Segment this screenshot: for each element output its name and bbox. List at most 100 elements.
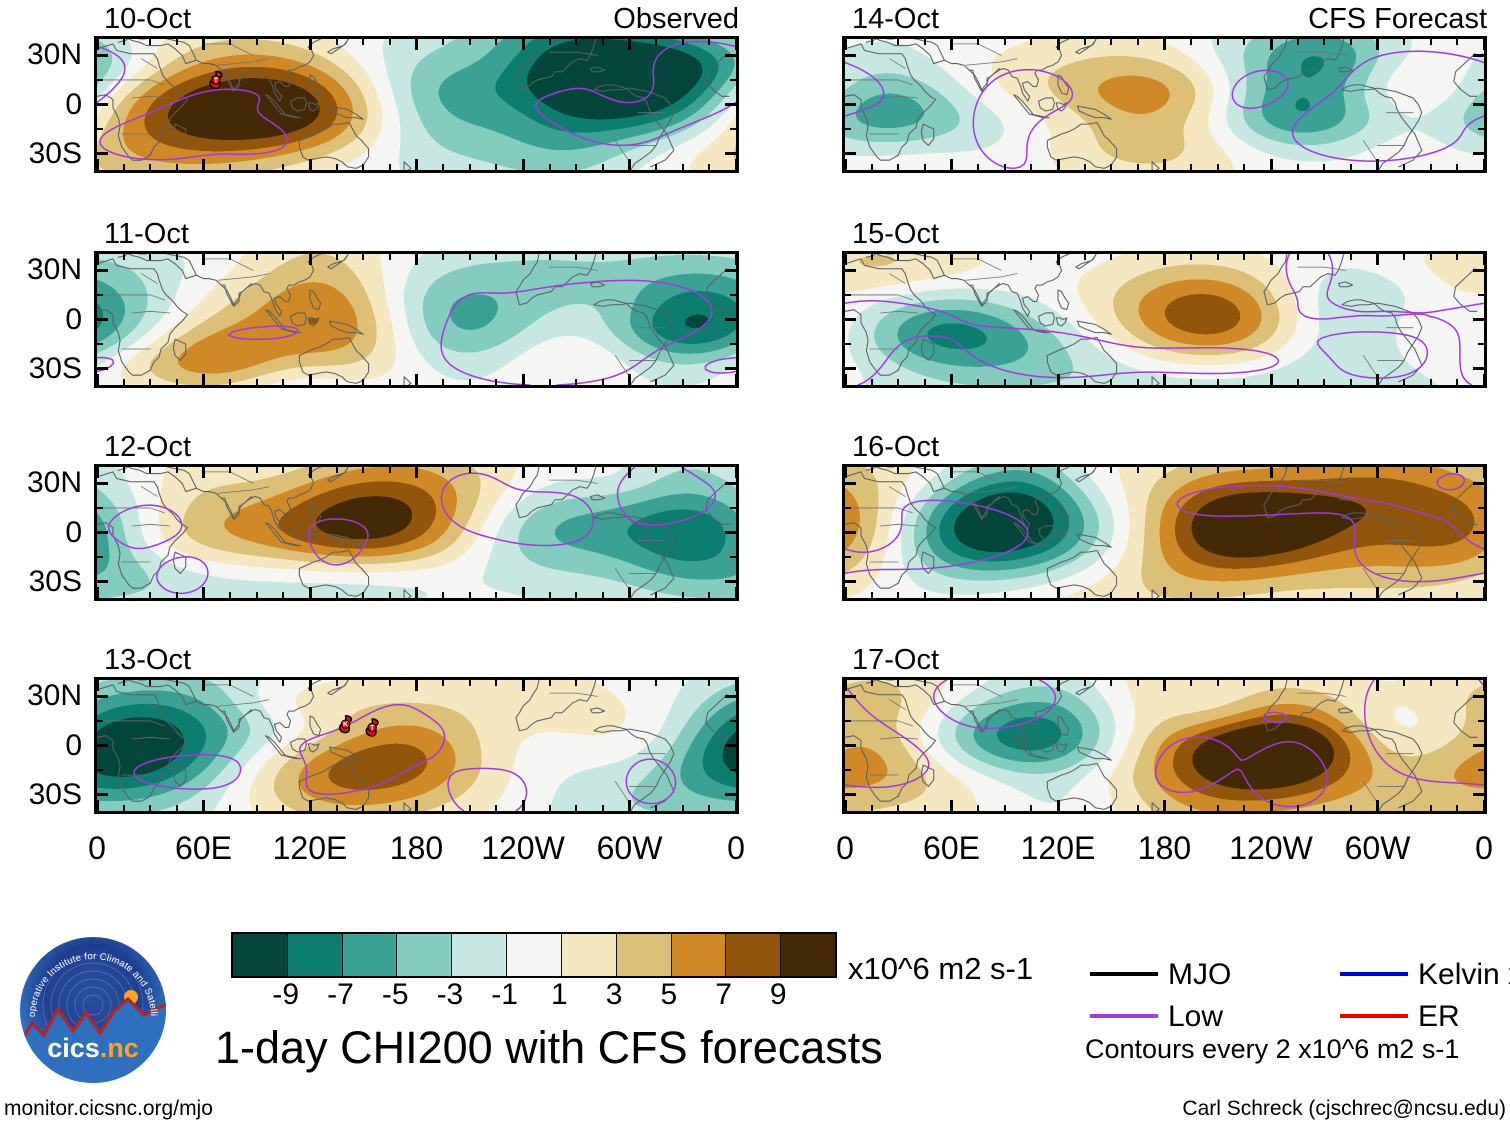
- axis-tick: [1376, 587, 1379, 598]
- axis-tick: [950, 587, 953, 598]
- axis-tick: [415, 254, 418, 265]
- axis-tick: [1083, 164, 1086, 170]
- axis-tick: [1163, 680, 1166, 691]
- axis-tick: [725, 367, 736, 371]
- figure-title: 1-day CHI200 with CFS forecasts: [215, 1022, 883, 1073]
- axis-tick: [335, 680, 338, 686]
- colorbar-tick-label: 9: [769, 978, 787, 1011]
- colorbar-tick-label: -7: [327, 978, 354, 1011]
- axis-tick: [1243, 164, 1246, 170]
- logo-graphic: Cooperative Institute for Climate and Sa…: [14, 927, 166, 1083]
- axis-tick: [229, 39, 232, 45]
- axis-tick: [1456, 680, 1459, 686]
- chi200-field: [845, 680, 1484, 811]
- axis-tick: [845, 719, 851, 722]
- axis-tick: [308, 680, 312, 691]
- axis-tick: [122, 39, 125, 45]
- axis-tick: [255, 805, 258, 811]
- axis-tick: [1136, 164, 1139, 170]
- axis-tick: [1296, 379, 1299, 385]
- y-tick-label: 30N: [26, 466, 82, 500]
- axis-tick: [1083, 254, 1086, 260]
- axis-tick: [1403, 254, 1406, 260]
- axis-tick: [655, 379, 658, 385]
- axis-tick: [1478, 719, 1484, 722]
- axis-tick: [548, 254, 551, 260]
- axis-tick: [442, 379, 445, 385]
- axis-tick: [1056, 159, 1060, 170]
- axis-tick: [725, 793, 736, 797]
- chi200-field: [845, 467, 1484, 598]
- axis-tick: [308, 374, 312, 385]
- axis-tick: [1429, 467, 1432, 473]
- axis-tick: [1003, 379, 1006, 385]
- axis-tick: [897, 805, 900, 811]
- axis-tick: [229, 805, 232, 811]
- axis-tick: [725, 694, 736, 698]
- axis-tick: [282, 164, 285, 170]
- axis-tick: [681, 254, 684, 260]
- axis-tick: [845, 268, 856, 272]
- axis-tick: [97, 769, 103, 772]
- y-tick-label: 30S: [28, 351, 82, 385]
- colorbar-band: [561, 934, 617, 976]
- colorbar-tick-label: -9: [272, 978, 300, 1011]
- axis-tick: [730, 719, 736, 722]
- axis-tick: [521, 680, 525, 691]
- y-tick-label: 0: [65, 302, 82, 336]
- axis-tick: [1269, 159, 1273, 170]
- axis-tick: [628, 254, 631, 265]
- axis-tick: [202, 374, 205, 385]
- axis-tick: [97, 343, 103, 346]
- axis-tick: [255, 467, 258, 473]
- axis-tick: [1190, 680, 1193, 686]
- axis-tick: [388, 467, 391, 473]
- axis-tick: [950, 800, 953, 811]
- axis-tick: [845, 343, 851, 346]
- axis-tick: [923, 805, 926, 811]
- axis-tick: [734, 159, 738, 170]
- legend-label: MJO: [1168, 958, 1232, 991]
- legend-line-er: [1340, 1014, 1408, 1018]
- y-tick-label: 0: [65, 87, 82, 121]
- axis-tick: [923, 39, 926, 45]
- axis-tick: [1163, 800, 1166, 811]
- axis-tick: [97, 481, 108, 485]
- axis-tick: [601, 164, 604, 170]
- axis-tick: [521, 159, 525, 170]
- axis-tick: [601, 467, 604, 473]
- axis-tick: [95, 467, 99, 478]
- axis-tick: [977, 592, 980, 598]
- colorbar-band: [397, 934, 453, 976]
- axis-tick: [1243, 39, 1246, 45]
- axis-tick: [655, 254, 658, 260]
- axis-tick: [601, 805, 604, 811]
- axis-tick: [335, 592, 338, 598]
- axis-tick: [1482, 800, 1486, 811]
- axis-tick: [1056, 680, 1060, 691]
- axis-tick: [575, 592, 578, 598]
- axis-tick: [1243, 680, 1246, 686]
- axis-tick: [1376, 800, 1379, 811]
- axis-tick: [97, 293, 103, 296]
- axis-tick: [95, 39, 99, 50]
- axis-tick: [845, 152, 856, 156]
- axis-tick: [1269, 254, 1273, 265]
- axis-tick: [202, 587, 205, 598]
- axis-tick: [1482, 467, 1486, 478]
- axis-tick: [1349, 39, 1352, 45]
- axis-tick: [97, 580, 108, 584]
- axis-tick: [415, 374, 418, 385]
- axis-tick: [1473, 694, 1484, 698]
- axis-tick: [1110, 39, 1113, 45]
- axis-tick: [1478, 293, 1484, 296]
- axis-tick: [548, 379, 551, 385]
- axis-tick: [1349, 379, 1352, 385]
- axis-tick: [175, 379, 178, 385]
- axis-tick: [1110, 379, 1113, 385]
- axis-tick: [1403, 467, 1406, 473]
- axis-tick: [388, 379, 391, 385]
- axis-tick: [97, 53, 108, 57]
- colorbar-band: [726, 934, 782, 976]
- axis-tick: [1456, 379, 1459, 385]
